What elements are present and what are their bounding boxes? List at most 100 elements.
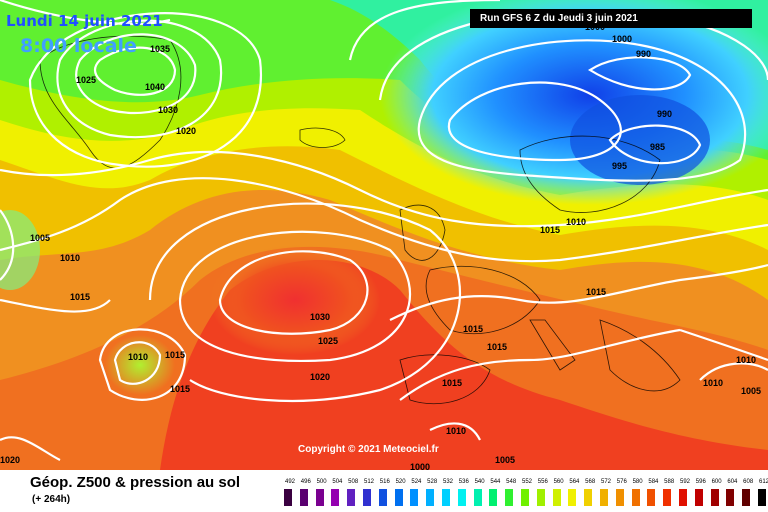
scale-swatch — [631, 489, 640, 506]
scale-swatch — [442, 489, 450, 506]
scale-swatch — [568, 489, 577, 506]
isobar-label: 1010 — [703, 378, 723, 388]
isobar-label: 1035 — [150, 44, 170, 54]
isobar-label: 1015 — [165, 350, 185, 360]
isobar-label: 1025 — [76, 75, 96, 85]
scale-label: 560 — [553, 479, 564, 485]
scale-label: 516 — [379, 479, 390, 485]
scale-swatch — [426, 489, 435, 506]
isobar-label: 985 — [650, 142, 665, 152]
scale-label: 608 — [743, 479, 754, 485]
scale-label: 564 — [569, 479, 580, 485]
run-info: Run GFS 6 Z du Jeudi 3 juin 2021 — [470, 9, 752, 28]
isobar-label: 1015 — [487, 342, 507, 352]
isobar-label: 1005 — [495, 455, 515, 465]
legend-panel: Géop. Z500 & pression au sol (+ 264h) 49… — [0, 470, 768, 512]
scale-swatch — [600, 489, 608, 506]
scale-swatch — [284, 489, 292, 506]
isobar-label: 1025 — [318, 336, 338, 346]
isobar-label: 1010 — [736, 355, 756, 365]
map-time: 8:00 locale — [20, 35, 137, 57]
scale-swatch — [473, 489, 482, 506]
scale-swatch — [647, 489, 656, 506]
isobar-label: 990 — [636, 49, 651, 59]
scale-label: 524 — [411, 479, 422, 485]
scale-label: 500 — [316, 479, 327, 485]
scale-swatch — [521, 489, 529, 506]
scale-label: 592 — [679, 479, 690, 485]
isobar-label: 1010 — [566, 217, 586, 227]
scale-label: 532 — [442, 479, 453, 485]
scale-swatch — [505, 489, 514, 506]
isobar-label: 1015 — [70, 292, 90, 302]
isobar-label: 1040 — [145, 82, 165, 92]
scale-swatch — [679, 489, 687, 506]
scale-label: 576 — [616, 479, 627, 485]
scale-label: 556 — [537, 479, 548, 485]
scale-label: 572 — [600, 479, 611, 485]
scale-swatch — [758, 489, 766, 506]
scale-swatch — [694, 489, 703, 506]
scale-label: 508 — [348, 479, 359, 485]
isobar-label: 1010 — [446, 426, 466, 436]
isobar-label: 1020 — [310, 372, 330, 382]
copyright: Copyright © 2021 Meteociel.fr — [298, 444, 439, 455]
forecast-lead-time: (+ 264h) — [32, 494, 71, 505]
isobar-label: 1000 — [612, 34, 632, 44]
scale-swatch — [331, 489, 340, 506]
scale-swatch — [315, 489, 324, 506]
isobar-label: 1000 — [410, 462, 430, 470]
isobar-label: 1015 — [586, 287, 606, 297]
isobar-label: 1015 — [540, 225, 560, 235]
scale-swatch — [742, 489, 751, 506]
scale-label: 604 — [727, 479, 738, 485]
scale-label: 568 — [585, 479, 596, 485]
scale-label: 588 — [664, 479, 675, 485]
scale-label: 492 — [284, 479, 295, 485]
scale-swatch — [615, 489, 624, 506]
scale-swatch — [584, 489, 593, 506]
scale-swatch — [394, 489, 403, 506]
scale-label: 540 — [474, 479, 485, 485]
map-date: Lundi 14 juin 2021 — [6, 12, 163, 30]
scale-swatch — [552, 489, 561, 506]
isobar-label: 995 — [612, 161, 627, 171]
weather-map: 1035 1040 1030 1025 1020 1000 990 990 985 995 1010… — [0, 0, 768, 470]
scale-swatch — [347, 489, 356, 506]
scale-label: 600 — [711, 479, 722, 485]
scale-swatch — [726, 489, 735, 506]
isobar-label: 1005 — [741, 386, 761, 396]
isobar-label: 1020 — [0, 455, 20, 465]
scale-label: 584 — [648, 479, 659, 485]
scale-swatch — [299, 489, 308, 506]
scale-swatch — [410, 489, 419, 506]
scale-swatch — [663, 489, 672, 506]
scale-label: 536 — [458, 479, 469, 485]
scale-label: 596 — [695, 479, 706, 485]
scale-swatch — [363, 489, 371, 506]
isobar-label: 1030 — [310, 312, 330, 322]
scale-label: 520 — [395, 479, 406, 485]
isobar-label: 1015 — [442, 378, 462, 388]
scale-swatch — [536, 489, 545, 506]
isobar-label: 1030 — [158, 105, 178, 115]
isobar-label: 1005 — [30, 233, 50, 243]
isobar-label: 1015 — [170, 384, 190, 394]
isobar-label: 1015 — [463, 324, 483, 334]
scale-label: 552 — [521, 479, 532, 485]
isobar-label: 1010 — [60, 253, 80, 263]
scale-label: 496 — [300, 479, 311, 485]
scale-label: 528 — [427, 479, 438, 485]
isobar-label: 1020 — [176, 126, 196, 136]
scale-label: 512 — [363, 479, 374, 485]
scale-swatch — [710, 489, 719, 506]
chart-title: Géop. Z500 & pression au sol — [30, 474, 241, 491]
scale-label: 544 — [490, 479, 501, 485]
isobar-label: 990 — [657, 109, 672, 119]
isobar-label: 1010 — [128, 352, 148, 362]
scale-label: 548 — [506, 479, 517, 485]
scale-label: 612 — [758, 479, 768, 485]
scale-swatch — [378, 489, 387, 506]
scale-swatch — [489, 489, 498, 506]
scale-label: 504 — [332, 479, 343, 485]
